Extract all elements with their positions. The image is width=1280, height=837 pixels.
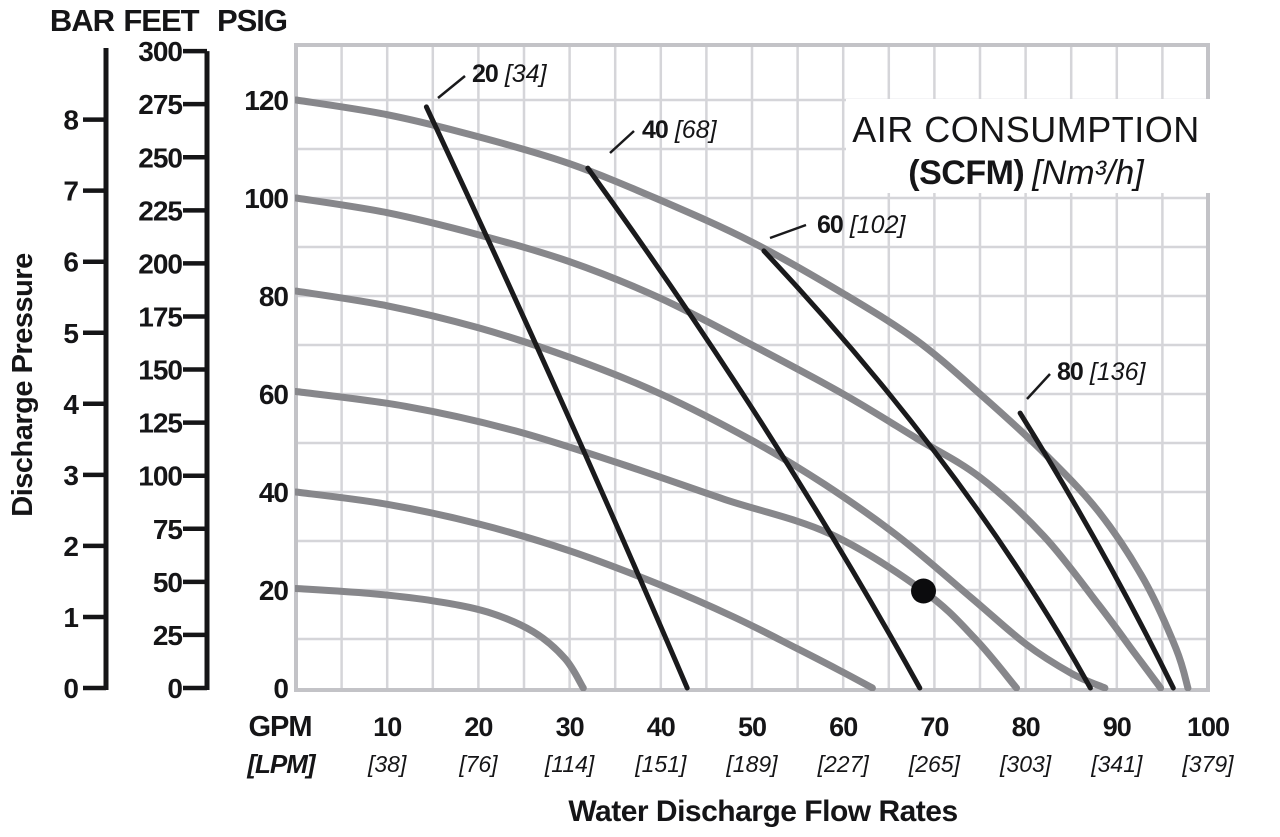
air-line-label-20: 20 [34] [472, 60, 548, 88]
gpm-tick-label: 40 [647, 712, 675, 742]
pump-curve-60-psig [295, 388, 1020, 691]
lpm-tick-label: [114] [544, 751, 595, 777]
bar-tick-label: 2 [63, 531, 78, 562]
operating-point-dot [911, 578, 936, 604]
air-label-nm3h-value: [34] [504, 60, 548, 88]
air-label-leader-60 [769, 223, 807, 240]
x-axis-unit-gpm: GPM [248, 711, 311, 743]
air-label-scfm-value: 40 [642, 116, 668, 144]
left-axis-scales: 0123456780255075100125150175200225250275… [63, 36, 289, 704]
feet-tick-label: 275 [138, 89, 182, 120]
air-line-label-80: 80 [136] [1057, 358, 1146, 386]
bar-tick-label: 1 [63, 602, 78, 633]
lpm-tick-label: [341] [1090, 751, 1143, 777]
air-label-leader-40 [609, 130, 635, 154]
pump-curve-40-psig [295, 488, 876, 691]
lpm-tick-label: [151] [634, 751, 687, 777]
lpm-tick-label: [76] [458, 751, 498, 777]
gpm-tick-label: 60 [829, 712, 857, 742]
chart-subtitle-nm3h: [Nm³/h] [1031, 154, 1145, 192]
lpm-tick-label: [189] [725, 751, 778, 777]
psig-tick-label: 80 [259, 281, 289, 312]
air-line-label-60: 60 [102] [817, 211, 906, 239]
title-background-panel [846, 99, 1214, 193]
gpm-tick-label: 80 [1012, 712, 1040, 742]
psig-axis-header: PSIG [217, 3, 287, 38]
feet-tick-label: 250 [138, 142, 182, 173]
air-line-80-scfm [1017, 410, 1176, 691]
psig-tick-label: 100 [244, 183, 288, 214]
feet-tick-label: 175 [138, 301, 182, 332]
chart-subtitle: (SCFM) [Nm³/h] [908, 154, 1145, 192]
gpm-tick-label: 10 [373, 712, 401, 742]
feet-tick-label: 300 [138, 36, 182, 67]
gpm-tick-label: 30 [556, 712, 584, 742]
pump-performance-curves [295, 96, 1192, 691]
chart-title: AIR CONSUMPTION [852, 109, 1200, 150]
feet-tick-label: 125 [138, 408, 182, 439]
bar-tick-label: 5 [63, 318, 78, 349]
plot-grid [296, 45, 1208, 690]
air-line-callout-labels: 20 [34] 40 [68] 60 [102] 80 [136] [437, 60, 1146, 400]
bar-tick-label: 0 [63, 673, 78, 704]
gpm-tick-label: 20 [464, 712, 492, 742]
feet-tick-label: 50 [153, 567, 183, 598]
psig-tick-label: 20 [259, 575, 289, 606]
bar-tick-label: 6 [63, 247, 78, 278]
air-line-40-scfm [585, 165, 923, 691]
feet-tick-label: 225 [138, 195, 182, 226]
lpm-tick-label: [379] [1181, 751, 1234, 777]
lpm-tick-label: [303] [999, 751, 1052, 777]
feet-tick-label: 75 [153, 514, 183, 545]
feet-tick-label: 100 [138, 461, 182, 492]
pump-curve-100-psig [295, 194, 1165, 691]
psig-tick-label: 40 [259, 477, 289, 508]
air-line-60-scfm [761, 248, 1093, 691]
gpm-tick-label: 100 [1187, 712, 1229, 742]
bar-axis-header: BAR [50, 3, 115, 38]
air-label-scfm-value: 80 [1057, 358, 1083, 386]
gpm-tick-label: 90 [1103, 712, 1131, 742]
gpm-tick-label: 50 [738, 712, 766, 742]
air-consumption-lines [423, 104, 1176, 691]
air-line-label-40: 40 [68] [642, 116, 718, 144]
y-axis-title: Discharge Pressure [7, 253, 39, 517]
psig-tick-label: 0 [273, 673, 288, 704]
feet-tick-label: 150 [138, 355, 182, 386]
feet-tick-label: 200 [138, 248, 182, 279]
lpm-tick-label: [265] [908, 751, 961, 777]
pump-curve-20-psig [295, 585, 587, 691]
air-line-20-scfm [423, 104, 690, 691]
feet-axis-header: FEET [123, 3, 199, 38]
air-label-nm3h-value: [68] [674, 116, 718, 144]
feet-tick-label: 0 [167, 673, 182, 704]
x-axis-tick-labels: 10 [38] 20 [76] 30 [114] 40 [151] 50 [189] 60 [227]… [367, 712, 1234, 777]
bar-tick-label: 7 [63, 176, 78, 207]
bar-tick-label: 4 [63, 389, 79, 420]
psig-tick-label: 120 [244, 85, 288, 116]
air-label-nm3h-value: [102] [849, 211, 907, 239]
air-label-scfm-value: 20 [472, 60, 498, 88]
feet-tick-label: 25 [153, 620, 183, 651]
bar-tick-label: 3 [63, 460, 78, 491]
chart-subtitle-scfm: (SCFM) [908, 154, 1024, 192]
psig-tick-label: 60 [259, 379, 289, 410]
bar-tick-label: 8 [63, 105, 78, 136]
x-axis-unit-lpm: [LPM] [246, 749, 317, 779]
pump-curve-120-psig [295, 96, 1192, 691]
pump-curve-80-psig [295, 287, 1109, 691]
lpm-tick-label: [227] [817, 751, 870, 777]
plot-border [294, 43, 1210, 692]
x-axis-title: Water Discharge Flow Rates [568, 795, 957, 828]
air-label-scfm-value: 60 [817, 211, 843, 239]
lpm-tick-label: [38] [367, 751, 407, 777]
air-label-leader-20 [437, 75, 466, 99]
air-label-leader-80 [1026, 373, 1051, 400]
air-label-nm3h-value: [136] [1089, 358, 1147, 386]
gpm-tick-label: 70 [920, 712, 948, 742]
